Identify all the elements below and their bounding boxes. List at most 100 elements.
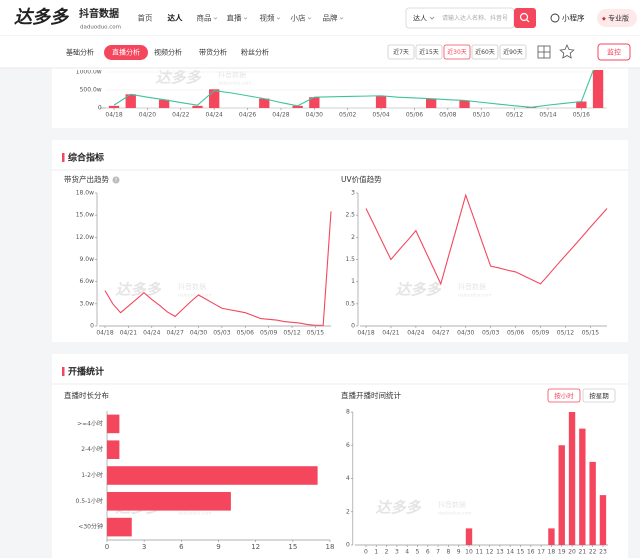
range-label[interactable]: 近60天: [475, 48, 495, 56]
x-tick-label: 0: [105, 543, 109, 551]
watermark: 抖音数据: [178, 282, 206, 291]
y-tick-label: 1: [351, 278, 355, 285]
nav-item[interactable]: 视频: [260, 13, 275, 23]
logo-url: daduoduo.com: [80, 25, 121, 31]
search-scope[interactable]: 达人: [413, 14, 427, 23]
tab[interactable]: 直播分析: [112, 48, 140, 57]
bar: [107, 466, 318, 485]
bar: [568, 412, 576, 545]
range-label[interactable]: 近15天: [419, 48, 439, 56]
bar: [125, 94, 136, 108]
y-tick-label: 12.0w: [76, 234, 94, 241]
y-tick-label: 1-2小时: [81, 471, 103, 479]
watermark: 抖音数据: [438, 500, 466, 509]
bar: [459, 100, 470, 108]
bar: [209, 89, 220, 108]
x-tick-label: 20: [568, 549, 576, 556]
y-tick-label: 4: [346, 475, 350, 482]
chart: 达多多 抖音数据 daduoduo.com 0 3.0w 6.0w 9.0w 12.0w 15.…: [76, 190, 332, 337]
logo[interactable]: 达多多: [14, 7, 70, 28]
bar: [592, 70, 604, 108]
search-icon: [519, 12, 529, 22]
help-icon: ?: [115, 178, 118, 184]
edition-icon: ◆: [602, 16, 606, 22]
range-button[interactable]: [443, 44, 471, 60]
tab[interactable]: 带货分析: [199, 48, 227, 57]
line: [113, 70, 594, 108]
x-tick-label: 05/14: [539, 112, 556, 119]
dropdown-icon: [429, 16, 435, 20]
x-tick-label: 05/15: [307, 330, 324, 337]
nav-item[interactable]: 小店: [291, 13, 306, 23]
toggle-label[interactable]: 按星期: [589, 391, 609, 400]
range-button[interactable]: [499, 44, 527, 60]
x-tick-label: 10: [465, 549, 473, 556]
nav-item[interactable]: 首页: [138, 13, 153, 23]
range-button[interactable]: [387, 44, 415, 60]
y-tick-label: 6: [346, 442, 350, 449]
y-tick-label: <30分钟: [78, 523, 103, 531]
star-icon[interactable]: [559, 44, 575, 59]
x-tick-label: 5: [416, 549, 420, 556]
line: [365, 193, 608, 286]
watermark: daduoduo.com: [178, 511, 212, 517]
x-tick-label: 04/24: [206, 112, 223, 119]
range-button[interactable]: [471, 44, 499, 60]
chart: 达多多 抖音数据 daduoduo.com 0 0.5 1 1.5 2 2.5 3 04/18 04/…: [345, 190, 608, 337]
edition[interactable]: 专业版: [608, 14, 629, 23]
help-icon[interactable]: [112, 176, 120, 184]
range-button[interactable]: [415, 44, 443, 60]
chart-title: 直播时长分布: [64, 390, 109, 400]
x-tick-label: 05/08: [439, 112, 456, 119]
bar: [259, 98, 270, 108]
nav-item[interactable]: 直播: [227, 13, 242, 23]
range-label[interactable]: 近30天: [447, 48, 467, 56]
nav-item[interactable]: 商品: [197, 13, 212, 23]
watermark: daduoduo.com: [178, 293, 212, 299]
x-tick-label: 04/30: [306, 112, 323, 119]
x-tick-label: 04/21: [382, 330, 399, 337]
toggle-label[interactable]: 按小时: [554, 391, 574, 400]
nav-item[interactable]: 达人: [168, 13, 183, 23]
x-tick-label: 04/20: [139, 112, 156, 119]
tab[interactable]: 基础分析: [66, 48, 94, 57]
toggle-button[interactable]: [547, 388, 581, 403]
x-tick-label: 05/04: [372, 112, 389, 119]
search-icon: [526, 19, 530, 23]
y-tick-label: 18.0w: [76, 190, 94, 197]
bar: [107, 517, 132, 537]
edition-badge[interactable]: [597, 9, 637, 27]
bar: [108, 105, 120, 108]
watermark: daduoduo.com: [438, 511, 472, 517]
tab[interactable]: 粉丝分析: [241, 48, 269, 57]
x-tick-label: 0: [364, 549, 368, 556]
x-tick-label: 9: [216, 543, 220, 551]
range-label[interactable]: 近90天: [503, 48, 523, 56]
x-tick-label: 04/26: [239, 112, 256, 119]
x-tick-label: 16: [527, 549, 535, 556]
x-tick-label: 15: [517, 549, 525, 556]
tab[interactable]: 视频分析: [154, 48, 182, 57]
toggle: 按小时 按星期: [547, 388, 616, 403]
toggle-button[interactable]: [582, 388, 616, 403]
x-tick-label: 05/03: [213, 330, 230, 337]
search-button[interactable]: [514, 8, 536, 28]
chart-title: 带货产出趋势: [64, 174, 109, 184]
nav-item[interactable]: 品牌: [323, 13, 338, 23]
search-input[interactable]: 请输入达人名称、抖音号: [442, 14, 508, 22]
monitor-button[interactable]: [597, 43, 631, 61]
y-tick-label: 3: [351, 190, 355, 197]
tab-active[interactable]: [104, 45, 148, 60]
y-tick-label: 2.5: [345, 212, 355, 219]
x-tick-label: 05/02: [339, 112, 356, 119]
x-tick-label: 05/15: [582, 330, 599, 337]
mini-program[interactable]: 小程序: [562, 13, 585, 23]
x-tick-label: 18: [326, 543, 335, 551]
watermark: 达多多: [395, 281, 441, 299]
monitor-label[interactable]: 监控: [607, 48, 621, 57]
dropdown-icon: [276, 17, 281, 20]
x-tick-label: 6: [179, 543, 184, 551]
chart: 达多多 抖音数据 daduoduo.com 0 500.0w 1000.0w 04/18 04…: [76, 70, 607, 119]
range-label[interactable]: 近7天: [393, 48, 409, 56]
